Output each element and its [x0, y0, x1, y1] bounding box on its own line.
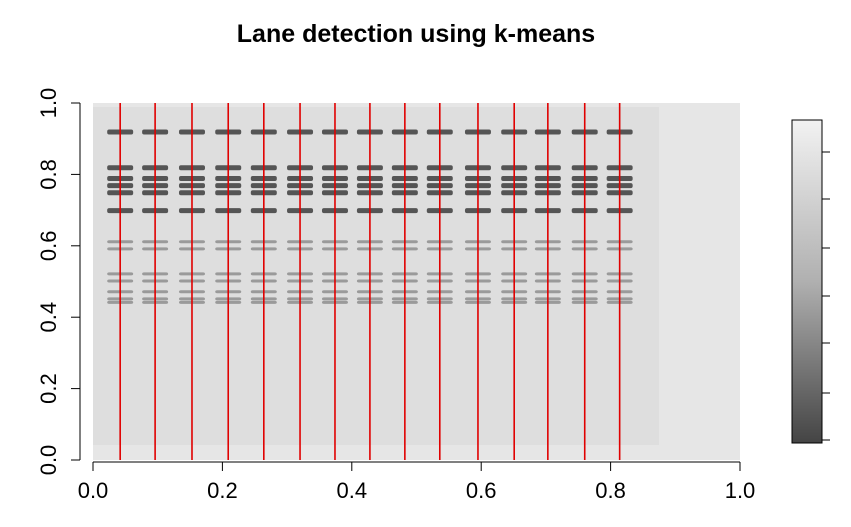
x-tick-label: 0.4: [337, 478, 368, 503]
y-tick-label: 0.2: [36, 373, 61, 404]
x-tick-label: 0.0: [78, 478, 109, 503]
x-tick-label: 0.6: [466, 478, 497, 503]
y-tick-label: 1.0: [36, 88, 61, 119]
colorbar-scale: [791, 119, 823, 444]
colorbar-ticks: [822, 151, 830, 441]
y-tick-label: 0.6: [36, 231, 61, 262]
plot: [107, 103, 633, 460]
x-tick-label: 0.8: [595, 478, 626, 503]
y-tick-label: 0.0: [36, 445, 61, 476]
x-tick-label: 0.2: [207, 478, 238, 503]
x-tick-label: 1.0: [725, 478, 756, 503]
gel: [93, 107, 659, 445]
colorbar: [791, 119, 830, 444]
y-tick-label: 0.8: [36, 159, 61, 190]
y-tick-label: 0.4: [36, 302, 61, 333]
chart-title: Lane detection using k-means: [237, 20, 595, 48]
